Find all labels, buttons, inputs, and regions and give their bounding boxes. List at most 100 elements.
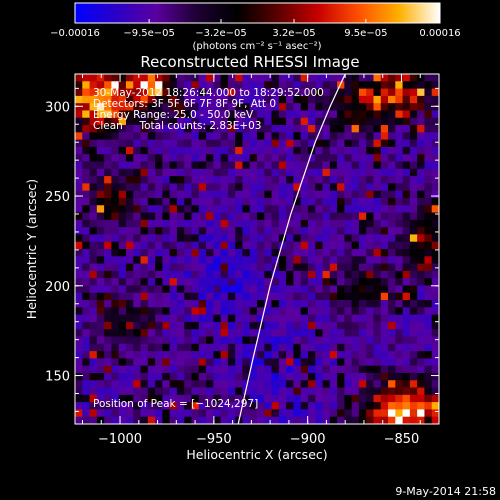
heatmap-cell <box>155 336 163 345</box>
heatmap-cell <box>337 183 345 192</box>
heatmap-cell <box>373 110 382 119</box>
heatmap-cell <box>337 343 345 352</box>
heatmap-cell <box>286 234 294 243</box>
heatmap-cell <box>322 387 331 396</box>
heatmap-cell <box>147 190 156 199</box>
heatmap-cell <box>125 292 134 301</box>
heatmap-cell <box>155 132 163 141</box>
heatmap-cell <box>278 197 287 206</box>
heatmap-cell <box>337 358 345 367</box>
heatmap-cell <box>133 234 142 243</box>
heatmap-cell <box>162 95 171 104</box>
heatmap-cell <box>409 125 418 133</box>
heatmap-cell <box>89 227 98 236</box>
heatmap-cell <box>176 176 185 184</box>
heatmap-cell <box>155 205 163 214</box>
heatmap-cell <box>278 234 287 243</box>
heatmap-cell <box>431 74 439 82</box>
heatmap-cell <box>104 394 112 403</box>
heatmap-cell <box>235 249 244 257</box>
heatmap-cell <box>213 103 222 112</box>
heatmap-cell <box>206 278 214 287</box>
heatmap-cell <box>264 227 273 236</box>
heatmap-cell <box>176 154 185 163</box>
heatmap-cell <box>184 394 193 403</box>
heatmap-cell <box>184 278 193 287</box>
heatmap-cell <box>278 336 287 345</box>
heatmap-cell <box>264 336 273 345</box>
heatmap-cell <box>278 110 287 119</box>
heatmap-cell <box>118 117 127 126</box>
heatmap-cell <box>424 190 433 199</box>
heatmap-cell <box>249 409 258 418</box>
heatmap-cell <box>315 380 324 389</box>
heatmap-cell <box>140 358 149 367</box>
heatmap-cell <box>147 197 156 206</box>
heatmap-cell <box>213 263 222 272</box>
heatmap-cell <box>104 300 112 308</box>
heatmap-cell <box>286 394 294 403</box>
heatmap-cell <box>125 365 134 374</box>
heatmap-cell <box>278 241 287 250</box>
heatmap-cell <box>242 161 251 170</box>
heatmap-cell <box>344 372 353 381</box>
heatmap-cell <box>184 176 193 184</box>
heatmap-cell <box>264 329 273 338</box>
heatmap-cell <box>242 74 251 82</box>
heatmap-cell <box>125 358 134 367</box>
heatmap-cell <box>206 139 214 148</box>
heatmap-cell <box>184 234 193 243</box>
heatmap-cell <box>89 154 98 163</box>
heatmap-cell <box>227 365 236 374</box>
heatmap-cell <box>380 197 389 206</box>
heatmap-cell <box>191 372 200 381</box>
heatmap-cell <box>191 409 200 418</box>
heatmap-cell <box>118 241 127 250</box>
heatmap-cell <box>125 241 134 250</box>
heatmap-cell <box>286 409 294 418</box>
heatmap-cell <box>235 190 244 199</box>
heatmap-cell <box>431 416 439 424</box>
heatmap-cell <box>118 205 127 214</box>
heatmap-cell <box>75 132 83 141</box>
heatmap-cell <box>257 139 265 148</box>
heatmap-cell <box>424 300 433 308</box>
heatmap-cell <box>417 197 426 206</box>
heatmap-cell <box>315 343 324 352</box>
heatmap-cell <box>329 402 338 411</box>
heatmap-cell <box>227 212 236 221</box>
heatmap-cell <box>315 219 324 228</box>
heatmap-cell <box>380 219 389 228</box>
heatmap-cell <box>271 409 280 418</box>
heatmap-cell <box>242 132 251 141</box>
heatmap-cell <box>300 146 309 155</box>
heatmap-cell <box>220 278 229 287</box>
heatmap-cell <box>104 241 112 250</box>
heatmap-cell <box>227 139 236 148</box>
heatmap-cell <box>155 372 163 381</box>
heatmap-cell <box>315 256 324 265</box>
heatmap-cell <box>417 263 426 272</box>
heatmap-cell <box>300 183 309 192</box>
heatmap-cell <box>337 190 345 199</box>
heatmap-cell <box>169 380 178 389</box>
heatmap-cell <box>358 212 367 221</box>
heatmap-cell <box>366 125 375 133</box>
heatmap-cell <box>402 205 411 214</box>
heatmap-cell <box>329 117 338 126</box>
heatmap-cell <box>286 416 294 424</box>
heatmap-cell <box>133 168 142 177</box>
heatmap-cell <box>75 205 83 214</box>
heatmap-cell <box>358 227 367 236</box>
heatmap-cell <box>213 81 222 90</box>
heatmap-cell <box>140 351 149 359</box>
heatmap-cell <box>380 285 389 294</box>
heatmap-cell <box>351 314 360 323</box>
heatmap-cell <box>307 409 316 418</box>
heatmap-cell <box>395 154 404 163</box>
heatmap-cell <box>220 117 229 126</box>
heatmap-cell <box>351 249 360 257</box>
heatmap-cell <box>373 292 382 301</box>
heatmap-cell <box>82 117 91 126</box>
heatmap-cell <box>82 365 91 374</box>
